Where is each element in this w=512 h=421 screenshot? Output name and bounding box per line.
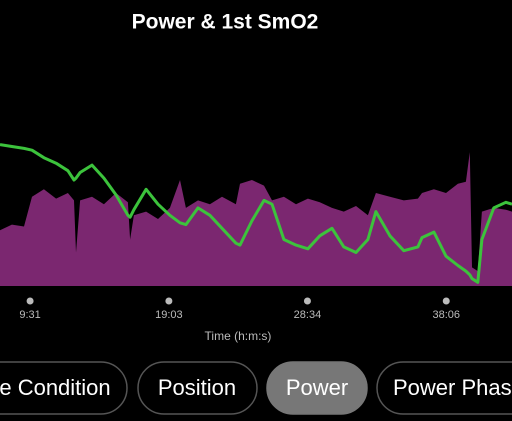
x-tick-dot: [442, 297, 450, 305]
tab-label: Position: [158, 375, 236, 400]
x-tick-label: 28:34: [294, 309, 322, 321]
tab[interactable]: [137, 361, 258, 415]
power-area: [0, 152, 512, 286]
tab-label: e Condition: [0, 375, 111, 400]
x-axis-label: Time (h:m:s): [205, 329, 272, 343]
x-tick-dot: [303, 297, 311, 305]
tab[interactable]: [266, 361, 368, 415]
x-tick-dot: [26, 297, 34, 305]
x-tick-label: 19:03: [155, 309, 183, 321]
tab[interactable]: [376, 361, 512, 415]
smo2-line: [0, 143, 512, 284]
tab-label: Power: [286, 375, 348, 400]
x-tick-label: 38:06: [432, 309, 460, 321]
x-tick-label: 9:31: [19, 309, 40, 321]
tab[interactable]: [0, 361, 128, 415]
x-tick-dot: [165, 297, 173, 305]
chart-title: Power & 1st SmO2: [132, 11, 319, 34]
tab-label: Power Phas: [393, 375, 512, 400]
